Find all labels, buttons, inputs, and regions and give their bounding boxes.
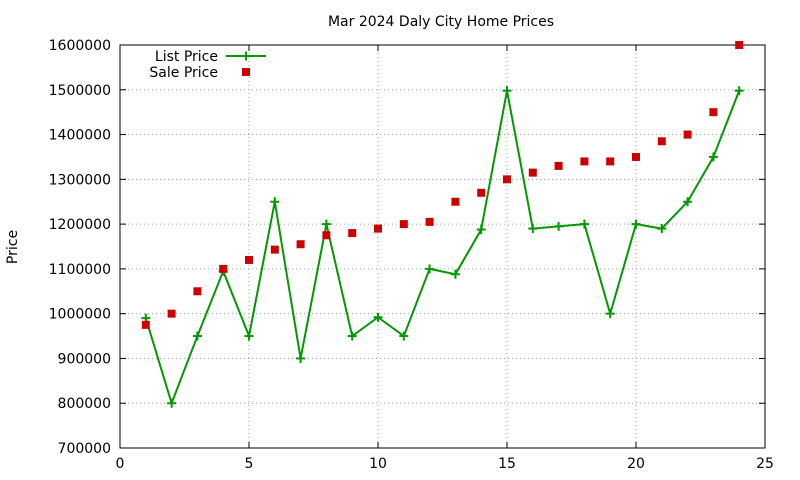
x-tick-label: 15 — [498, 456, 516, 472]
legend-label: Sale Price — [149, 65, 218, 81]
list-price-line — [144, 89, 741, 405]
list-price-point — [579, 219, 589, 229]
series-list-price — [141, 86, 744, 408]
list-price-point — [734, 86, 744, 96]
y-tick-label: 1000000 — [49, 307, 111, 323]
x-tick-label: 5 — [245, 456, 254, 472]
list-price-point — [708, 152, 718, 162]
list-price-point — [373, 312, 383, 322]
sale-price-point — [167, 309, 176, 318]
sale-price-point — [709, 108, 718, 117]
list-price-point — [605, 309, 615, 319]
sale-price-point — [425, 217, 434, 226]
sale-price-point — [554, 161, 563, 170]
legend-label: List Price — [155, 49, 218, 65]
sale-price-point — [503, 175, 511, 184]
sale-price-point — [632, 152, 640, 161]
list-price-point — [425, 264, 435, 274]
y-tick-label: 1200000 — [49, 217, 111, 233]
plot-frame — [119, 44, 766, 449]
list-price-point — [554, 221, 564, 231]
sale-price-point — [451, 197, 460, 206]
x-tick-label: 25 — [756, 456, 774, 472]
x-tick-label: 0 — [116, 456, 125, 472]
sale-price-point — [528, 168, 537, 177]
list-price-point — [631, 219, 641, 229]
list-price-point — [270, 197, 280, 207]
list-price-point — [321, 219, 331, 229]
sale-price-point — [193, 287, 202, 296]
grid-lines — [120, 45, 765, 448]
list-price-point — [450, 269, 460, 279]
list-price-point — [296, 353, 306, 363]
y-axis-label: Price — [5, 230, 21, 264]
list-price-point — [476, 224, 486, 234]
sale-price-point — [735, 41, 744, 49]
list-price-point — [657, 224, 667, 234]
y-tick-label: 1100000 — [49, 262, 111, 278]
list-price-point — [399, 331, 409, 341]
list-price-point — [528, 224, 538, 234]
sale-price-point — [399, 220, 408, 229]
y-tick-label: 1300000 — [49, 172, 111, 188]
list-price-point — [192, 331, 202, 341]
x-tick-label: 10 — [369, 456, 387, 472]
list-price-point — [244, 331, 254, 341]
sale-price-point — [374, 224, 382, 233]
sale-price-point — [270, 245, 279, 254]
sale-price-point — [580, 157, 589, 166]
sale-price-point — [141, 320, 150, 329]
sale-price-point — [606, 157, 615, 166]
axes: 0 5 10 15 20 25 700000 800000 900000 1000000 11000… — [49, 38, 774, 472]
data-series — [141, 41, 744, 408]
sale-price-point — [657, 137, 666, 146]
y-tick-label: 700000 — [58, 441, 111, 457]
sale-price-point — [477, 188, 486, 197]
sale-price-point — [296, 240, 305, 249]
series-sale-price — [141, 41, 744, 329]
sale-price-point — [219, 264, 228, 273]
legend-square-marker — [242, 68, 250, 76]
list-price-point — [502, 86, 512, 96]
y-tick-label: 900000 — [58, 351, 111, 367]
sale-price-point — [245, 255, 253, 264]
y-tick-label: 1400000 — [49, 128, 111, 144]
x-tick-label: 20 — [627, 456, 645, 472]
list-price-point — [683, 197, 693, 207]
sale-price-point — [683, 130, 692, 139]
chart-title: Mar 2024 Daly City Home Prices — [328, 14, 554, 30]
sale-price-point — [322, 231, 331, 240]
list-price-point — [167, 398, 177, 408]
y-tick-label: 800000 — [58, 396, 111, 412]
y-tick-label: 1500000 — [49, 83, 111, 99]
y-tick-label: 1600000 — [49, 38, 111, 54]
list-price-point — [347, 331, 357, 341]
sale-price-point — [348, 229, 357, 238]
legend-plus-marker — [241, 51, 251, 61]
